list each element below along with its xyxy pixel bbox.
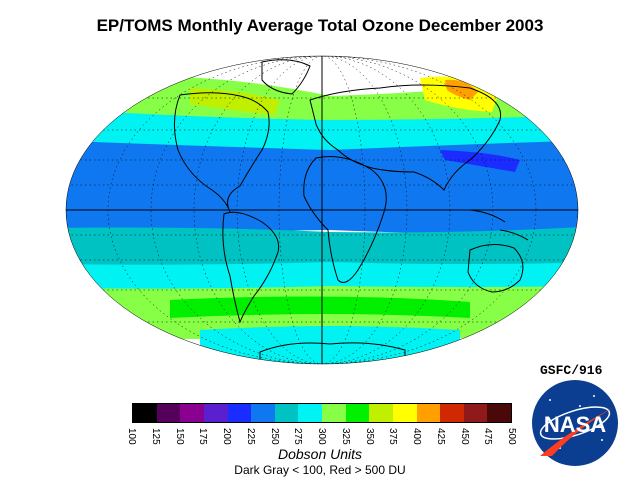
australia xyxy=(467,244,524,293)
colorbar-tick-label: 100 xyxy=(126,428,137,445)
globe-outline xyxy=(65,55,579,365)
colorbar-tick-label: 350 xyxy=(363,428,375,445)
colorbar-ticks: 100 125 150 175 200 225 250 275 300 325 350 375 400 4… xyxy=(126,428,517,448)
colorbar-swatch xyxy=(322,404,346,422)
colorbar-tick-label: 225 xyxy=(244,428,256,445)
units-label: Dobson Units xyxy=(277,446,363,462)
colorbar-swatch xyxy=(274,404,299,422)
band-siberia-max xyxy=(445,79,478,100)
colorbar-swatch xyxy=(133,404,157,422)
colorbar-tick-label: 475 xyxy=(482,428,494,445)
colorbar-swatch xyxy=(463,404,488,422)
colorbar-swatch xyxy=(227,404,252,422)
band-north-yellow xyxy=(190,88,280,115)
colorbar-tick-label: 325 xyxy=(339,428,351,445)
antarctica xyxy=(259,342,406,364)
south-america xyxy=(222,211,280,324)
band-tropics-blue xyxy=(66,140,578,234)
page-title: EP/TOMS Monthly Average Total Ozone Dece… xyxy=(96,16,544,35)
band-antarctic-cyan xyxy=(200,326,460,364)
coastlines xyxy=(174,59,529,364)
nasa-logo-text: NASA xyxy=(544,412,606,437)
colorbar xyxy=(132,403,512,423)
colorbar-swatch xyxy=(298,404,322,422)
colorbar-tick-label: 500 xyxy=(506,428,517,445)
colorbar-swatch xyxy=(156,404,181,422)
colorbar-tick-label: 250 xyxy=(268,428,280,445)
range-note: Dark Gray < 100, Red > 500 DU xyxy=(234,463,406,477)
nasa-logo-icon: NASA xyxy=(532,380,618,466)
colorbar-swatch xyxy=(416,404,441,422)
colorbar-swatch xyxy=(345,404,370,422)
colorbar-tick-label: 125 xyxy=(149,428,161,445)
colorbar-tick-label: 450 xyxy=(458,428,470,445)
colorbar-swatch xyxy=(203,404,228,422)
colorbar-swatch xyxy=(251,404,275,422)
colorbar-tick-label: 175 xyxy=(197,428,209,445)
colorbar-tick-label: 425 xyxy=(434,428,446,445)
colorbar-swatch xyxy=(487,404,511,422)
credit-label: GSFC/916 xyxy=(540,363,603,378)
colorbar-tick-label: 300 xyxy=(316,428,327,445)
colorbar-tick-label: 375 xyxy=(387,428,399,445)
colorbar-tick-label: 400 xyxy=(411,428,422,445)
colorbar-swatch xyxy=(440,404,464,422)
band-south-cyan xyxy=(66,262,578,292)
colorbar-tick-label: 200 xyxy=(221,428,232,445)
colorbar-tick-label: 150 xyxy=(173,428,185,445)
band-south-lime xyxy=(170,296,470,318)
band-tropics-dark xyxy=(440,150,520,172)
ozone-map xyxy=(65,55,579,365)
colorbar-swatch xyxy=(180,404,204,422)
band-south-teal xyxy=(66,226,578,269)
north-america xyxy=(174,92,270,213)
colorbar-swatch xyxy=(369,404,393,422)
band-no-data xyxy=(66,56,578,100)
colorbar-swatch xyxy=(392,404,417,422)
colorbar-tick-label: 275 xyxy=(292,428,304,445)
africa xyxy=(303,156,387,283)
band-north-green xyxy=(66,75,578,122)
greenland xyxy=(261,59,311,95)
